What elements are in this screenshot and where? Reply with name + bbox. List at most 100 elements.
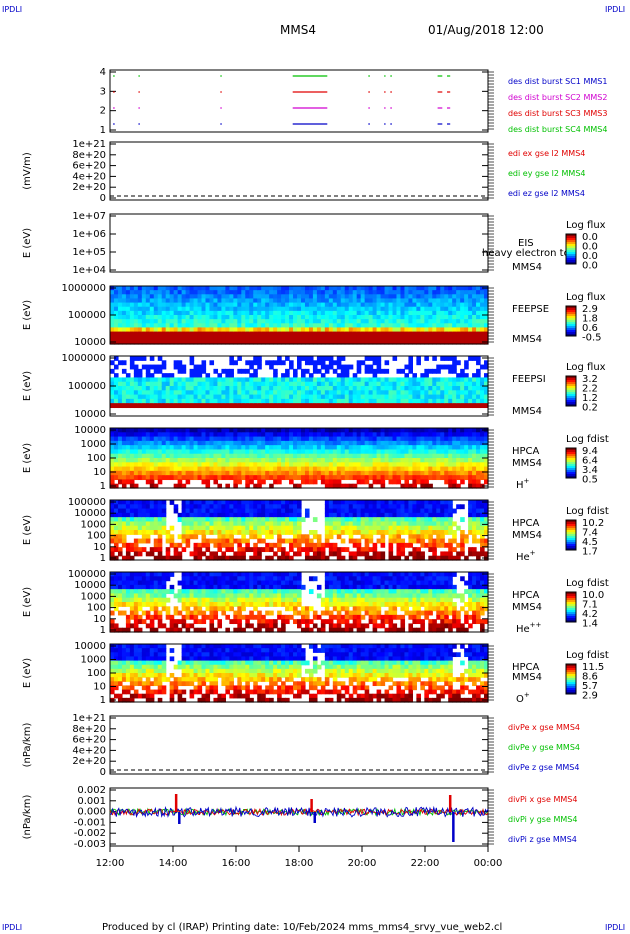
heatmap-cell — [324, 475, 330, 481]
heatmap-cell — [233, 479, 238, 485]
heatmap-cell — [269, 458, 274, 463]
heatmap-cell — [113, 356, 119, 361]
heatmap-cell — [133, 403, 139, 409]
heatmap-cell — [145, 428, 151, 433]
heatmap-cell — [181, 483, 187, 489]
heatmap-cell — [249, 432, 254, 438]
heatmap-cell — [368, 525, 374, 531]
y-tick-label: 100000 — [68, 381, 106, 392]
heatmap-cell — [277, 525, 282, 531]
heatmap-cell — [249, 360, 254, 366]
heatmap-cell — [384, 290, 390, 295]
heatmap-cell — [420, 398, 425, 404]
heatmap-cell — [189, 445, 195, 451]
heatmap-cell — [484, 302, 489, 308]
heatmap-cell — [145, 466, 151, 472]
heatmap-cell — [241, 504, 246, 510]
heatmap-cell — [261, 538, 266, 544]
heatmap-cell — [412, 504, 417, 510]
heatmap-cell — [265, 286, 270, 291]
heatmap-cell — [237, 381, 242, 387]
heatmap-cell — [460, 432, 465, 438]
heatmap-cell — [125, 290, 131, 295]
heatmap-cell — [157, 436, 163, 442]
heatmap-cell — [344, 286, 350, 291]
heatmap-cell — [468, 386, 473, 391]
heatmap-cell — [344, 458, 350, 463]
heatmap-cell — [257, 462, 262, 468]
heatmap-cell — [428, 335, 433, 341]
legend-entry: des dist burst SC1 MMS1 — [508, 77, 607, 86]
heatmap-cell — [440, 432, 445, 438]
heatmap-cell — [380, 500, 386, 505]
heatmap-cell — [161, 331, 167, 337]
heatmap-cell — [181, 294, 187, 300]
heatmap-cell — [197, 331, 203, 337]
heatmap-cell — [217, 306, 223, 312]
heatmap-cell — [380, 432, 386, 438]
heatmap-cell — [125, 593, 131, 599]
heatmap-cell — [293, 432, 298, 438]
heatmap-cell — [300, 390, 306, 396]
heatmap-cell — [125, 394, 131, 400]
heatmap-cell — [273, 310, 278, 316]
heatmap-cell — [324, 394, 330, 400]
heatmap-cell — [265, 475, 270, 481]
heatmap-cell — [141, 319, 147, 324]
heatmap-cell — [312, 440, 318, 446]
panel-frame — [109, 213, 489, 273]
heatmap-cell — [400, 525, 406, 531]
heatmap-cell — [312, 470, 318, 476]
heatmap-cell — [277, 508, 282, 514]
heatmap-cell — [328, 356, 334, 361]
heatmap-cell — [117, 286, 123, 291]
heatmap-cell — [324, 319, 330, 324]
heatmap-cell — [468, 479, 473, 485]
heatmap-cell — [416, 360, 421, 366]
heatmap-cell — [245, 323, 250, 329]
heatmap-cell — [448, 398, 453, 404]
heatmap-cell — [189, 551, 195, 557]
heatmap-cell — [137, 576, 143, 582]
heatmap-cell — [360, 525, 366, 531]
colorbar-segment — [566, 474, 576, 477]
heatmap-cell — [300, 377, 306, 383]
heatmap-cell — [444, 339, 449, 345]
heatmap-cell — [265, 436, 270, 442]
heatmap-cell — [316, 298, 322, 304]
heatmap-cell — [356, 327, 362, 333]
heatmap-cell — [189, 475, 195, 481]
heatmap-cell — [428, 458, 433, 463]
heatmap-cell — [352, 445, 358, 451]
heatmap-cell — [121, 449, 127, 455]
heatmap-cell — [189, 339, 195, 345]
y-tick-label: 10 — [93, 467, 106, 478]
heatmap-cell — [444, 432, 449, 438]
heatmap-cell — [480, 386, 485, 391]
heatmap-cell — [364, 428, 370, 433]
heatmap-cell — [133, 445, 139, 451]
heatmap-cell — [320, 373, 326, 379]
heatmap-cell — [320, 356, 326, 361]
heatmap-cell — [408, 530, 413, 535]
heatmap-cell — [133, 483, 139, 489]
heatmap-cell — [424, 310, 429, 316]
heatmap-cell — [145, 538, 151, 544]
heatmap-cell — [153, 331, 159, 337]
heatmap-cell — [416, 339, 421, 345]
heatmap-cell — [364, 521, 370, 527]
heatmap-cell — [444, 377, 449, 383]
heatmap-cell — [408, 377, 413, 383]
heatmap-cell — [380, 323, 386, 329]
heatmap-cell — [456, 377, 461, 383]
heatmap-cell — [253, 286, 258, 291]
heatmap-cell — [185, 475, 191, 481]
heatmap-cell — [121, 576, 127, 582]
heatmap-cell — [484, 475, 489, 481]
heatmap-cell — [221, 445, 226, 451]
heatmap-cell — [356, 286, 362, 291]
heatmap-cell — [249, 390, 254, 396]
heatmap-cell — [352, 462, 358, 468]
heatmap-cell — [281, 310, 286, 316]
heatmap-cell — [281, 530, 286, 535]
